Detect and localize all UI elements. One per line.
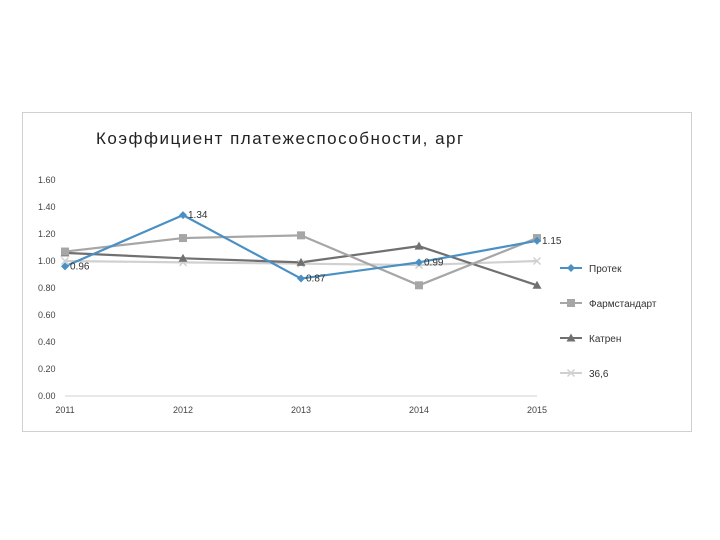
x-tick-label: 2012 [173, 405, 193, 415]
legend-item: Протек [560, 264, 622, 275]
legend-marker [566, 368, 576, 378]
y-tick-label: 0.60 [38, 310, 56, 320]
data-point [179, 234, 187, 243]
data-point [532, 280, 542, 289]
y-tick-label: 1.60 [38, 175, 56, 185]
data-point [61, 247, 69, 256]
x-tick-label: 2013 [291, 405, 311, 415]
series-markers [60, 211, 542, 290]
y-tick-label: 0.20 [38, 364, 56, 374]
legend-item: Фармстандарт [560, 299, 657, 310]
data-label: 0.87 [306, 274, 326, 285]
legend: Протек Фармстандарт Катрен 36,6 [560, 264, 657, 380]
x-tick-label: 2011 [55, 405, 74, 415]
legend-label: Катрен [589, 334, 621, 345]
y-tick-label: 1.40 [38, 202, 56, 212]
data-point [61, 262, 69, 271]
legend-item: Катрен [560, 333, 621, 345]
data-labels: 0.96 1.34 0.87 0.99 1.15 [70, 210, 562, 284]
y-tick-label: 0.00 [38, 391, 56, 401]
data-point [297, 274, 305, 283]
data-point [533, 236, 541, 245]
data-label: 1.34 [188, 210, 208, 221]
legend-item: 36,6 [560, 368, 609, 380]
legend-marker [567, 299, 575, 307]
data-point [415, 281, 423, 290]
legend-label: Протек [589, 264, 622, 275]
legend-marker [567, 264, 575, 272]
axes: 0.00 0.20 0.40 0.60 0.80 1.00 1.20 1.40 1.60 2011… [38, 175, 547, 415]
data-point [297, 231, 305, 240]
x-tick-label: 2015 [527, 405, 547, 415]
legend-label: 36,6 [589, 369, 609, 380]
legend-label: Фармстандарт [589, 299, 657, 310]
y-tick-label: 1.20 [38, 229, 56, 239]
data-point [178, 253, 188, 262]
x-marker-stroke [566, 368, 576, 378]
data-point [60, 256, 70, 266]
x-marker-stroke [60, 256, 70, 266]
legend-marker [566, 333, 576, 342]
data-point [179, 211, 187, 220]
y-tick-label: 0.40 [38, 337, 56, 347]
x-tick-label: 2014 [409, 405, 429, 415]
data-label: 1.15 [542, 236, 562, 247]
y-tick-label: 1.00 [38, 256, 56, 266]
y-tick-label: 0.80 [38, 283, 56, 293]
data-point [532, 256, 542, 266]
data-label: 0.96 [70, 261, 90, 272]
data-point [296, 257, 306, 266]
x-marker-stroke [532, 256, 542, 266]
data-point [415, 258, 423, 267]
data-point [414, 241, 424, 250]
chart-frame [22, 112, 692, 432]
data-label: 0.99 [424, 257, 444, 268]
series-line [64, 214, 538, 280]
chart-title: Коэффициент платежеспособности, арг [96, 129, 465, 148]
